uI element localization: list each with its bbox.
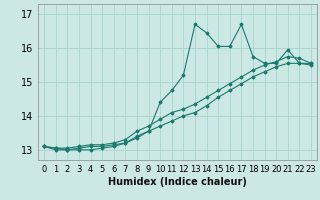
X-axis label: Humidex (Indice chaleur): Humidex (Indice chaleur) <box>108 177 247 187</box>
